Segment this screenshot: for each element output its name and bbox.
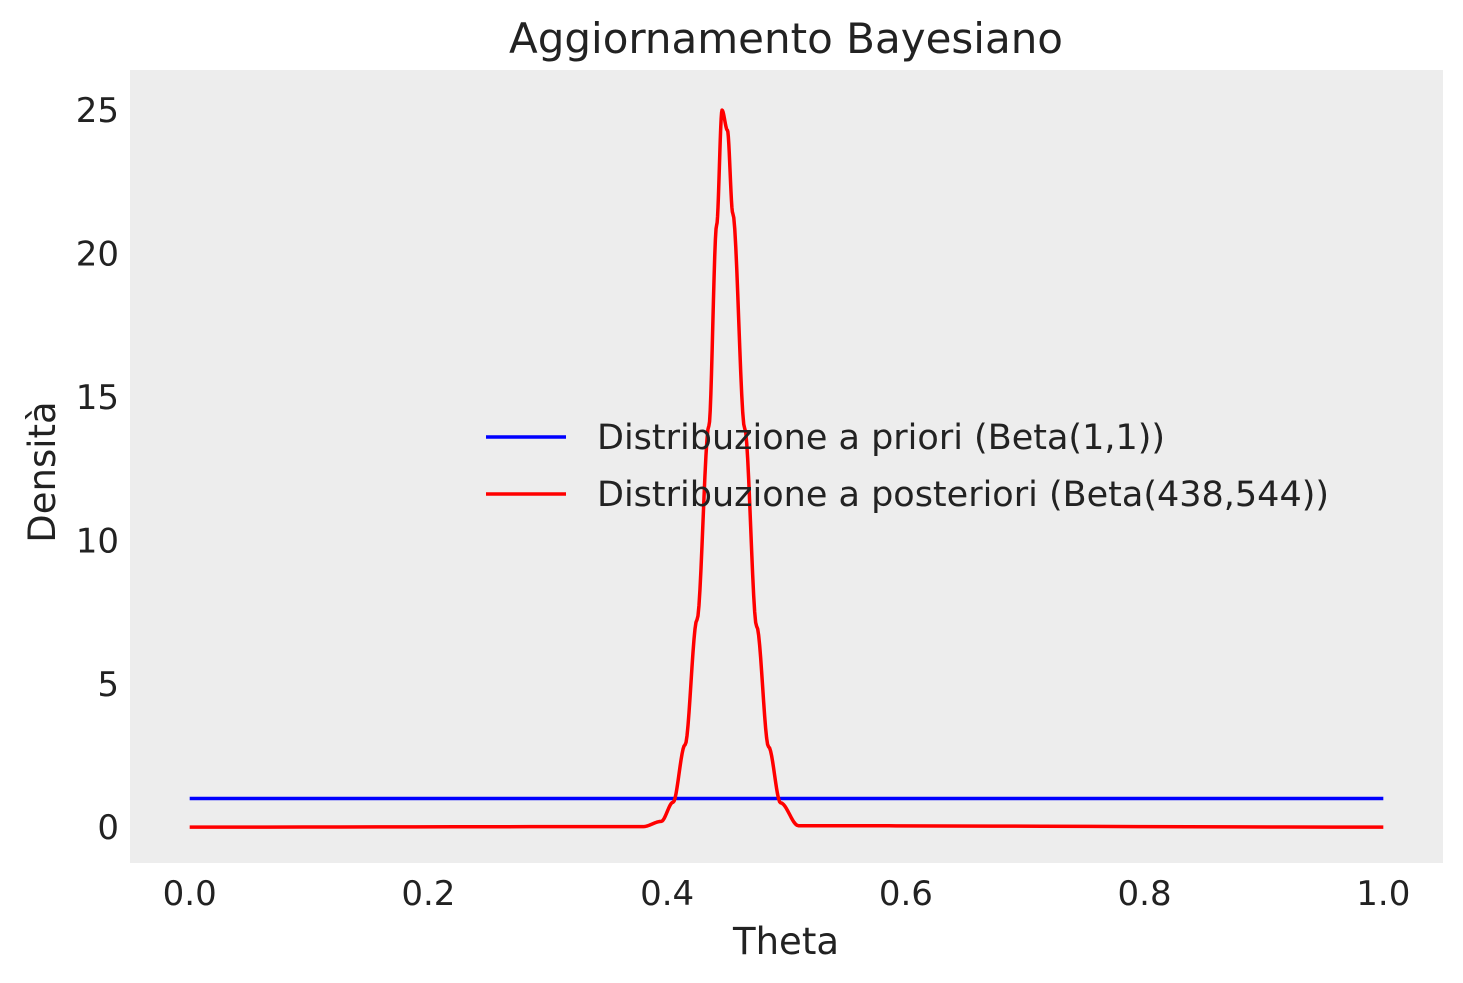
- series-line-1: [189, 108, 1384, 829]
- x-tick-label: 0.0: [163, 874, 217, 914]
- y-tick-label: 20: [76, 235, 119, 275]
- x-axis-label: Theta: [732, 920, 839, 963]
- x-tick-label: 0.4: [640, 874, 694, 914]
- series-layer: [189, 108, 1384, 829]
- y-tick-label: 25: [76, 91, 119, 131]
- y-tick-label: 5: [97, 665, 119, 705]
- legend-label: Distribuzione a posteriori (Beta(438,544…: [597, 475, 1329, 515]
- legend: Distribuzione a priori (Beta(1,1)) Distri…: [486, 418, 1329, 515]
- x-tick-label: 0.2: [401, 874, 455, 914]
- legend-label: Distribuzione a priori (Beta(1,1)): [597, 418, 1165, 458]
- x-tick-label: 0.6: [879, 874, 933, 914]
- chart-title: Aggiornamento Bayesiano: [509, 14, 1063, 63]
- y-tick-label: 10: [76, 521, 119, 561]
- y-tick-label: 0: [97, 808, 119, 848]
- x-tick-label: 1.0: [1356, 874, 1410, 914]
- plot-area: [130, 70, 1443, 863]
- x-tick-label: 0.8: [1118, 874, 1172, 914]
- y-axis-label: Densità: [21, 401, 64, 542]
- y-axis-ticks: 0 5 10 15 20 25: [76, 91, 119, 848]
- x-axis-ticks: 0.0 0.2 0.4 0.6 0.8 1.0: [163, 874, 1411, 914]
- y-tick-label: 15: [76, 378, 119, 418]
